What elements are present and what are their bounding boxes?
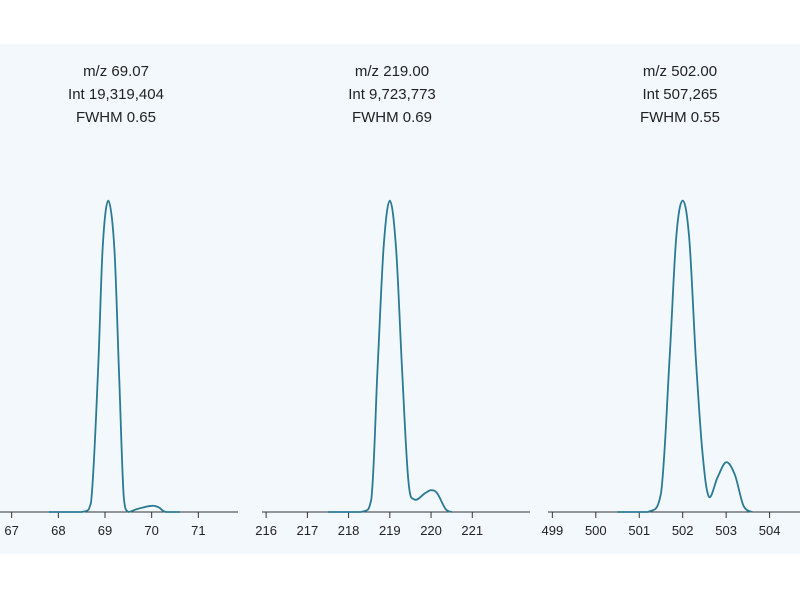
x-tick-label: 503	[715, 523, 737, 538]
x-tick-label: 67	[4, 523, 18, 538]
peak-line	[327, 199, 453, 513]
intensity-label: Int 507,265	[642, 86, 718, 103]
x-tick-label: 500	[585, 523, 607, 538]
intensity-label: Int 19,319,404	[68, 86, 164, 103]
x-tick-label: 220	[420, 523, 442, 538]
x-tick-label: 69	[98, 523, 112, 538]
x-tick-label: 504	[759, 523, 781, 538]
x-tick-label: 499	[541, 523, 563, 538]
fwhm-label: FWHM 0.65	[75, 109, 156, 126]
fwhm-label: FWHM 0.55	[639, 109, 720, 126]
mz-label: m/z 219.00	[354, 63, 430, 80]
mz-label: m/z 502.00	[642, 63, 718, 80]
peak-annotation-2: m/z 219.00 Int 9,723,773 FWHM 0.69	[292, 60, 492, 129]
x-tick-label: 219	[379, 523, 401, 538]
peak-annotation-3: m/z 502.00 Int 507,265 FWHM 0.55	[580, 60, 780, 129]
x-tick-label: 216	[255, 523, 277, 538]
x-tick-label: 68	[51, 523, 65, 538]
x-tick-label: 70	[144, 523, 158, 538]
intensity-label: Int 9,723,773	[348, 86, 436, 103]
plot-background	[0, 44, 800, 554]
fwhm-label: FWHM 0.69	[351, 109, 432, 126]
x-tick-label: 71	[191, 523, 205, 538]
spectrum-panel-2: 216 217 218 219 220 221	[255, 199, 530, 538]
x-tick-label: 501	[628, 523, 650, 538]
peak-line	[48, 199, 180, 513]
x-tick-label: 218	[338, 523, 360, 538]
spectrum-panel-1: 67 68 69 70 71	[0, 199, 238, 538]
peak-line	[617, 199, 753, 513]
x-tick-label: 217	[297, 523, 319, 538]
spectrum-panel-3: 499 500 501 502 503 504	[541, 199, 800, 538]
peak-annotation-1: m/z 69.07 Int 19,319,404 FWHM 0.65	[16, 60, 216, 129]
x-tick-label: 221	[461, 523, 483, 538]
x-tick-label: 502	[672, 523, 694, 538]
mz-label: m/z 69.07	[83, 63, 149, 80]
